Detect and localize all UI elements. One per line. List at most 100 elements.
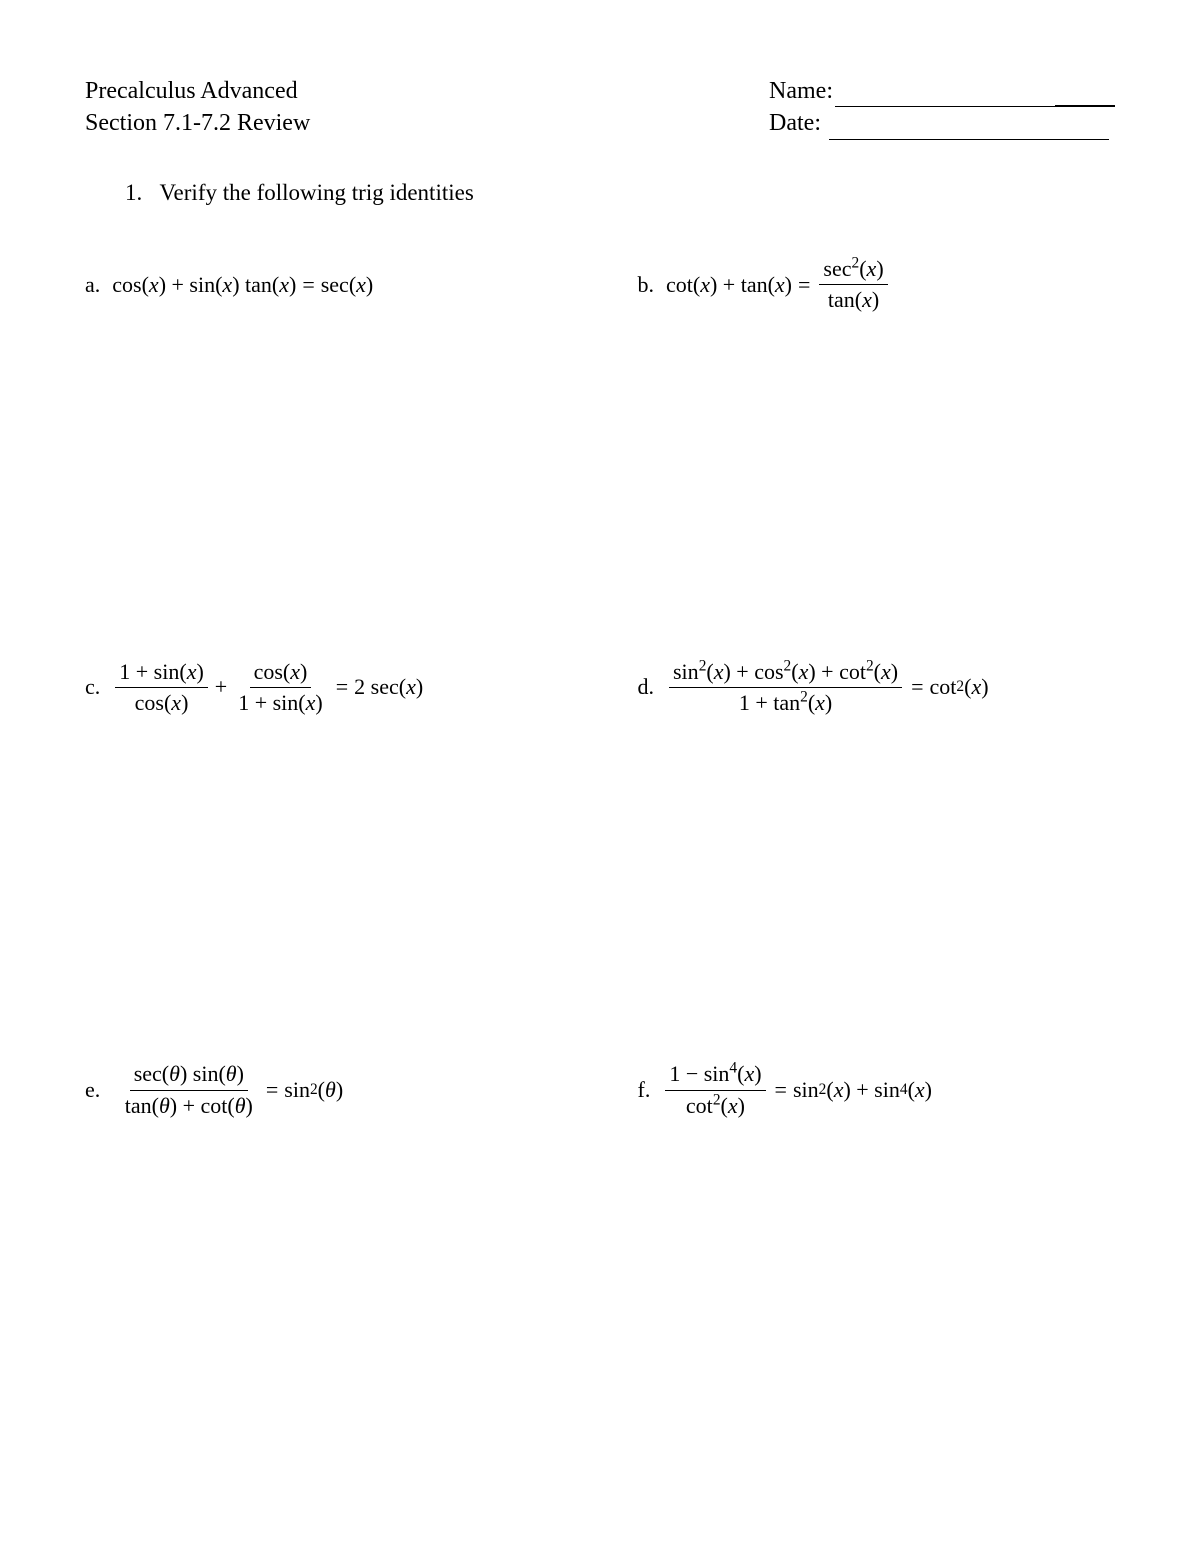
text: ) <box>336 1077 343 1103</box>
worksheet-header: Precalculus Advanced Section 7.1-7.2 Rev… <box>85 75 1115 140</box>
var-x: x <box>171 690 181 715</box>
text: cot <box>686 1093 713 1118</box>
text: cos( <box>135 690 172 715</box>
var-x: x <box>915 1077 925 1103</box>
header-right: Name: Date: <box>769 75 1115 140</box>
problem-row-2: c. 1 + sin(x) cos(x) + cos(x) 1 + <box>85 659 1115 717</box>
text: ) <box>754 1061 761 1086</box>
problem-c-expression: 1 + sin(x) cos(x) + cos(x) 1 + sin(x) = <box>112 659 423 717</box>
var-x: x <box>187 659 197 684</box>
denominator: cot2(x) <box>682 1091 749 1119</box>
equals-sign: = <box>911 674 923 700</box>
var-x: x <box>728 1093 738 1118</box>
var-x: x <box>799 659 809 684</box>
text: ) <box>289 272 296 298</box>
text: 1 − sin <box>669 1061 729 1086</box>
text: ) <box>315 690 322 715</box>
problem-a-expression: cos(x) + sin(x) tan(x) = sec(x) <box>112 272 373 298</box>
text: ) <box>416 674 423 700</box>
text: ) <box>181 690 188 715</box>
text: ( <box>706 659 713 684</box>
text: sin <box>673 659 699 684</box>
text: ) <box>738 1093 745 1118</box>
numerator: cos(x) <box>250 659 312 688</box>
text: ) + cot( <box>170 1093 235 1118</box>
text: ( <box>791 659 798 684</box>
text: ) <box>981 674 988 700</box>
equals-sign: = <box>798 272 810 298</box>
superscript: 2 <box>713 1091 721 1108</box>
text: 1 + tan <box>739 690 800 715</box>
problem-e-label: e. <box>85 1077 100 1103</box>
var-x: x <box>290 659 300 684</box>
text: tan( <box>125 1093 159 1118</box>
text: ) <box>785 272 792 298</box>
text: ) <box>876 256 883 281</box>
question-1: 1. Verify the following trig identities <box>125 180 1115 206</box>
var-theta: θ <box>235 1093 246 1118</box>
problem-d: d. sin2(x) + cos2(x) + cot2(x) 1 + tan2(… <box>583 659 1116 717</box>
var-x: x <box>971 674 981 700</box>
problem-row-3: e. sec(θ) sin(θ) tan(θ) + cot(θ) = sin2(… <box>85 1061 1115 1119</box>
var-theta: θ <box>226 1061 237 1086</box>
text: cot <box>930 674 957 700</box>
text: ) + cot <box>808 659 866 684</box>
var-x: x <box>775 272 785 298</box>
plus-sign: + <box>215 674 227 700</box>
fraction: 1 − sin4(x) cot2(x) <box>665 1061 765 1119</box>
text: ) <box>237 1061 244 1086</box>
name-label: Name: <box>769 78 833 104</box>
problems-container: a. cos(x) + sin(x) tan(x) = sec(x) b. co… <box>85 256 1115 1119</box>
numerator: sin2(x) + cos2(x) + cot2(x) <box>669 659 902 688</box>
text: ) <box>300 659 307 684</box>
text: cos( <box>254 659 291 684</box>
problem-d-label: d. <box>638 674 655 700</box>
var-theta: θ <box>159 1093 170 1118</box>
date-blank-line <box>829 139 1109 140</box>
text: ) + sin <box>843 1077 899 1103</box>
course-title: Precalculus Advanced <box>85 75 310 107</box>
text: 1 + sin( <box>238 690 305 715</box>
text: ) <box>196 659 203 684</box>
fraction-2: cos(x) 1 + sin(x) <box>234 659 327 717</box>
text: ) <box>925 1077 932 1103</box>
text: ( <box>826 1077 833 1103</box>
superscript: 4 <box>729 1060 737 1077</box>
equals-sign: = <box>336 674 348 700</box>
numerator: 1 + sin(x) <box>115 659 208 688</box>
text: ( <box>721 1093 728 1118</box>
text: sin <box>793 1077 819 1103</box>
var-theta: θ <box>325 1077 336 1103</box>
text: cot( <box>666 272 700 298</box>
numerator: 1 − sin4(x) <box>665 1061 765 1090</box>
fraction-1: 1 + sin(x) cos(x) <box>115 659 208 717</box>
date-label: Date: <box>769 110 821 136</box>
superscript: 2 <box>800 689 808 706</box>
text: cos( <box>112 272 149 298</box>
text: ) + sin( <box>159 272 223 298</box>
denominator: 1 + sin(x) <box>234 688 327 716</box>
text: ) <box>825 690 832 715</box>
equals-sign: = <box>302 272 314 298</box>
text: ) sin( <box>180 1061 226 1086</box>
header-left: Precalculus Advanced Section 7.1-7.2 Rev… <box>85 75 310 140</box>
superscript: 2 <box>866 657 874 674</box>
date-field-row: Date: <box>769 107 1115 139</box>
equals-sign: = <box>775 1077 787 1103</box>
var-x: x <box>867 256 877 281</box>
var-x: x <box>700 272 710 298</box>
text: ( <box>874 659 881 684</box>
problem-a: a. cos(x) + sin(x) tan(x) = sec(x) <box>85 256 583 314</box>
problem-f: f. 1 − sin4(x) cot2(x) = sin2(x) + sin4(… <box>583 1061 1116 1119</box>
text: tan( <box>828 287 862 312</box>
problem-f-expression: 1 − sin4(x) cot2(x) = sin2(x) + sin4(x) <box>662 1061 932 1119</box>
var-x: x <box>222 272 232 298</box>
var-x: x <box>862 287 872 312</box>
var-x: x <box>834 1077 844 1103</box>
denominator: tan(θ) + cot(θ) <box>121 1091 257 1119</box>
text: ) <box>246 1093 253 1118</box>
text: ( <box>318 1077 325 1103</box>
text: ( <box>859 256 866 281</box>
var-theta: θ <box>169 1061 180 1086</box>
problem-b-label: b. <box>638 272 655 298</box>
